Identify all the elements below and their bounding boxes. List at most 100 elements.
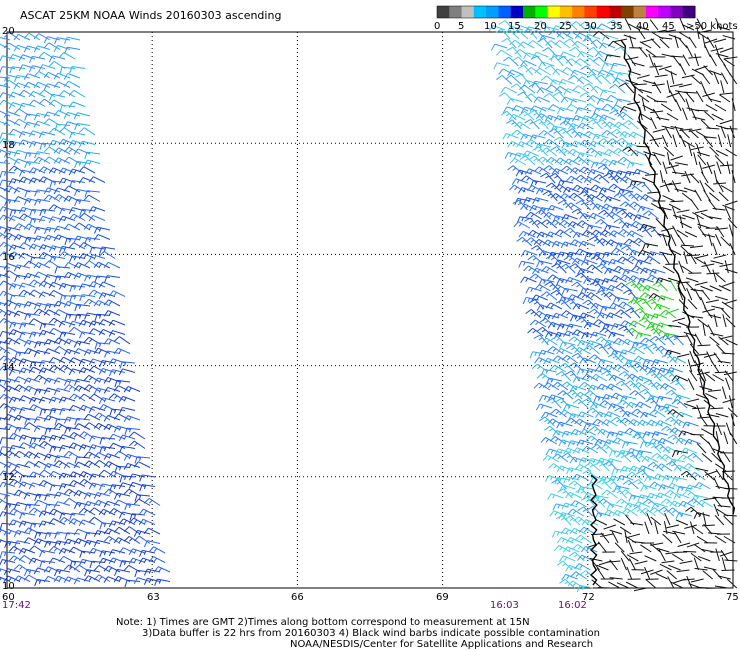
barb-shaft [67,426,81,430]
barb-shaft [17,74,31,79]
wind-barb-west-245 [104,275,121,283]
wind-barb-west-83 [18,131,36,138]
barb-flag [123,526,130,532]
wind-barb-east-125 [694,53,699,67]
wind-barb-west-169 [8,215,26,222]
barb-flag [28,482,33,490]
barb-flag [88,160,92,165]
barb-flag [646,274,652,281]
barb-flag [33,209,37,214]
wind-barb-east-17 [649,19,659,31]
barb-flag [8,396,14,404]
barb-shaft [57,266,71,269]
barb-flag [143,540,148,548]
barb-flag [73,222,80,229]
barb-flag [553,130,558,134]
barb-shaft [52,396,66,402]
barb-flag [23,198,28,206]
wind-barb-west-92 [18,139,36,147]
barb-flag [500,86,506,93]
barb-shaft [82,367,96,373]
wind-barb-west-259 [18,289,36,297]
barb-flag [610,323,616,331]
wind-barb-east-172 [651,83,665,87]
barb-flag [608,175,613,179]
wind-barb-east-297 [652,128,666,133]
barb-flag [593,238,598,242]
barb-flag [528,155,535,161]
barb-flag [128,557,134,565]
wind-barb-west-297 [39,322,56,331]
barb-shaft [128,564,141,573]
wind-barb-east-124 [682,54,690,67]
barb-flag [564,122,569,126]
barb-shaft [102,292,116,297]
barb-shaft [0,384,11,392]
barb-flag [0,310,3,314]
barb-flag [83,422,90,429]
barb-flag [13,264,18,272]
barb-shaft [107,423,121,430]
wind-barb-west-175 [68,213,86,221]
barb-shaft [77,303,91,307]
wind-barb-east-637 [712,242,718,256]
wind-barb-east-741 [612,296,629,304]
barb-flag [13,187,19,194]
wind-barb-east-664 [532,267,549,275]
barb-shaft [586,65,596,76]
barb-flag [614,112,619,116]
barb-flag [73,235,78,243]
barb-shaft [8,337,21,345]
wind-barb-west-340 [93,347,111,355]
wind-barb-west-424 [13,414,31,422]
barb-flag [0,280,4,286]
barb-flag [639,292,646,298]
barb-flag [543,165,550,171]
barb-flag [98,378,102,383]
barb-flag [98,292,103,300]
barb-flag [525,139,532,145]
barb-flag [33,142,37,147]
barb-flag [68,452,73,457]
wind-barb-west-167 [88,206,106,213]
barb-shaft [47,387,61,392]
barb-flag [28,387,32,391]
wind-barb-west-138 [0,186,11,193]
barb-shaft [713,182,727,185]
barb-shaft [22,282,36,288]
barb-flag [598,209,605,215]
barb-flag [38,469,45,476]
barb-flag [8,452,13,457]
barb-shaft [18,223,31,231]
barb-flag [642,210,649,216]
wind-barb-east-555 [585,224,602,232]
wind-barb-east-20 [679,17,686,31]
wind-barb-east-338 [570,140,587,148]
barb-flag [623,158,627,163]
barb-shaft [87,159,101,164]
wind-barb-west-491 [123,453,141,461]
wind-barb-west-38 [63,73,81,80]
wind-barb-west-254 [78,283,96,291]
barb-flag [119,475,123,483]
barb-flag [18,89,25,96]
barb-shaft [157,566,171,573]
wind-barb-west-122 [28,167,46,174]
barb-flag [533,301,538,305]
barb-shaft [27,377,41,383]
wind-barb-west-575 [59,512,76,520]
wind-barb-west-193 [33,235,51,243]
barb-flag [83,194,90,201]
barb-flag [617,301,624,308]
wind-barb-west-108 [84,151,101,160]
wind-barb-west-184 [53,225,71,233]
barb-flag [48,365,55,371]
barb-flag [38,158,43,163]
barb-shaft [639,41,652,49]
wind-barb-west-371 [13,376,31,383]
barb-flag [0,452,3,457]
barb-shaft [0,121,11,126]
wind-barb-east-152 [703,65,713,76]
barb-flag [595,263,603,269]
wind-barb-east-247 [650,110,664,114]
